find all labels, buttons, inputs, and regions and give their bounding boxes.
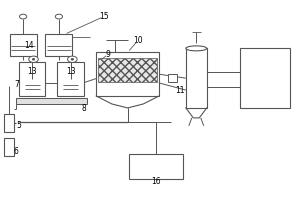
Bar: [4, 114, 14, 132]
Circle shape: [33, 59, 35, 60]
Text: 9: 9: [106, 50, 111, 59]
Bar: [10, 34, 37, 56]
Bar: [57, 62, 84, 96]
Circle shape: [68, 56, 77, 62]
Text: 10: 10: [133, 36, 143, 45]
Bar: [168, 74, 177, 82]
Text: 13: 13: [27, 67, 37, 76]
Bar: [240, 48, 290, 108]
Bar: [129, 154, 183, 179]
Text: 14: 14: [24, 41, 34, 50]
Text: 8: 8: [82, 104, 87, 113]
Bar: [98, 58, 158, 82]
Bar: [16, 98, 87, 104]
Circle shape: [55, 14, 62, 19]
Text: 6: 6: [13, 147, 18, 156]
Text: 16: 16: [151, 177, 161, 186]
Text: 7: 7: [15, 80, 20, 89]
Bar: [4, 138, 14, 156]
Polygon shape: [96, 96, 159, 108]
Circle shape: [71, 59, 73, 60]
Text: 13: 13: [66, 67, 76, 76]
Circle shape: [29, 56, 38, 62]
Ellipse shape: [186, 46, 207, 51]
Text: 15: 15: [99, 12, 109, 21]
Bar: [19, 62, 46, 96]
Bar: [96, 52, 159, 96]
Text: 11: 11: [175, 86, 184, 95]
Bar: [46, 34, 72, 56]
Bar: [186, 48, 207, 108]
Text: 5: 5: [16, 121, 21, 130]
Polygon shape: [186, 108, 207, 118]
Circle shape: [20, 14, 27, 19]
